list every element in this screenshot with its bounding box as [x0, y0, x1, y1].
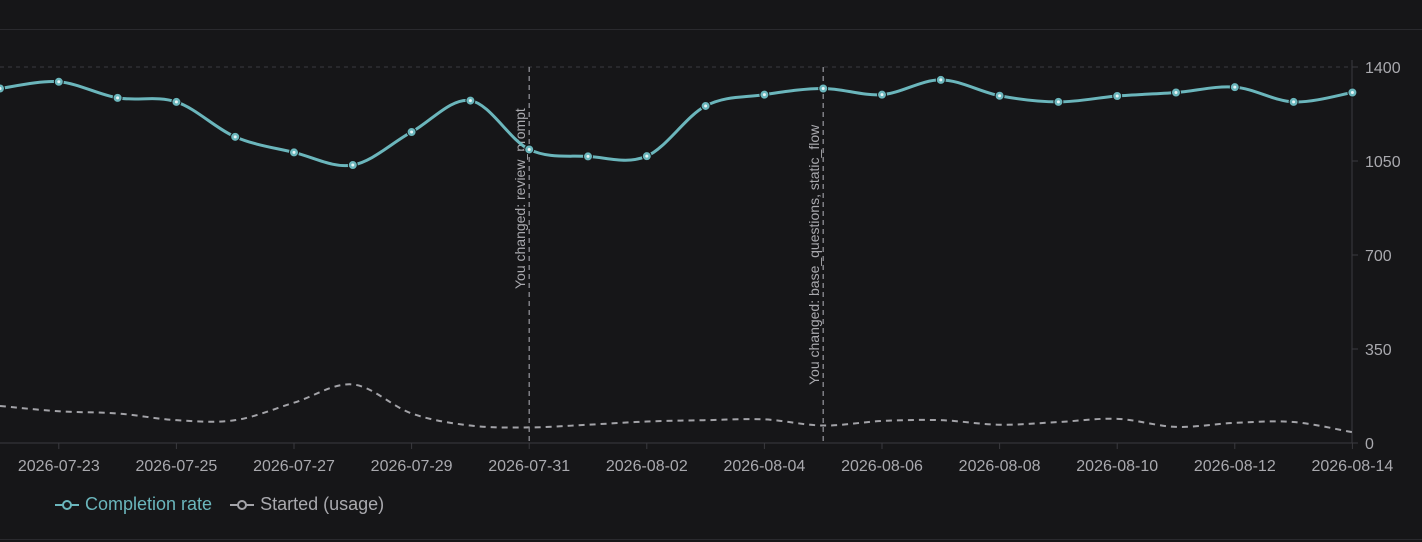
data-point-center: [1233, 85, 1237, 89]
data-point-center: [233, 135, 237, 139]
panel-top-divider: [0, 29, 1422, 30]
x-tick-label: 2026-08-02: [606, 458, 688, 475]
x-tick-label: 2026-08-08: [959, 458, 1041, 475]
data-point-center: [1115, 94, 1119, 98]
data-point-center: [1350, 91, 1354, 95]
legend-item-completion-rate[interactable]: Completion rate: [55, 494, 212, 515]
line-circle-icon: [230, 499, 255, 510]
chart-legend: Completion rate Started (usage): [55, 494, 384, 515]
data-point-center: [645, 154, 649, 158]
panel-bottom-divider: [0, 539, 1422, 540]
y-tick-label: 0: [1365, 436, 1374, 453]
data-point-center: [410, 130, 414, 134]
data-point-center: [1056, 100, 1060, 104]
x-tick-label: 2026-07-31: [488, 458, 570, 475]
x-tick-label: 2026-08-12: [1194, 458, 1276, 475]
annotation-label: You changed: base_questions, static_flow: [806, 124, 822, 385]
y-tick-label: 350: [1365, 342, 1392, 359]
data-point-center: [174, 100, 178, 104]
x-tick-label: 2026-08-06: [841, 458, 923, 475]
data-point-center: [1292, 100, 1296, 104]
series-line-started-usage: [0, 383, 1353, 434]
data-point-center: [704, 104, 708, 108]
data-point-center: [351, 163, 355, 167]
x-tick-label: 2026-07-29: [371, 458, 453, 475]
y-tick-label: 1400: [1365, 60, 1401, 77]
legend-label-completion-rate: Completion rate: [85, 494, 213, 514]
x-tick-label: 2026-08-04: [723, 458, 805, 475]
data-point-center: [821, 86, 825, 90]
data-point-center: [586, 154, 590, 158]
data-point-center: [292, 150, 296, 154]
data-point-center: [527, 147, 531, 151]
x-tick-label: 2026-07-25: [135, 458, 217, 475]
data-point-center: [762, 93, 766, 97]
data-point-center: [1174, 91, 1178, 95]
legend-item-started-usage[interactable]: Started (usage): [230, 494, 384, 515]
data-point-center: [57, 80, 61, 84]
y-tick-label: 700: [1365, 248, 1392, 265]
legend-label-started-usage: Started (usage): [260, 494, 385, 514]
data-point-center: [880, 93, 884, 97]
x-tick-label: 2026-08-14: [1311, 458, 1393, 475]
data-point-center: [939, 78, 943, 82]
data-point-center: [468, 99, 472, 103]
data-point-center: [0, 86, 2, 90]
data-point-center: [116, 96, 120, 100]
line-circle-icon: [55, 499, 79, 510]
series-line-completion-rate: [0, 78, 1353, 168]
annotation-label: You changed: review_prompt: [512, 108, 528, 289]
data-point-center: [998, 94, 1002, 98]
data-point-completion-rate: [0, 83, 5, 94]
x-tick-label: 2026-07-27: [253, 458, 335, 475]
y-tick-label: 1050: [1365, 154, 1401, 171]
x-tick-label: 2026-07-23: [18, 458, 100, 475]
x-tick-label: 2026-08-10: [1076, 458, 1158, 475]
